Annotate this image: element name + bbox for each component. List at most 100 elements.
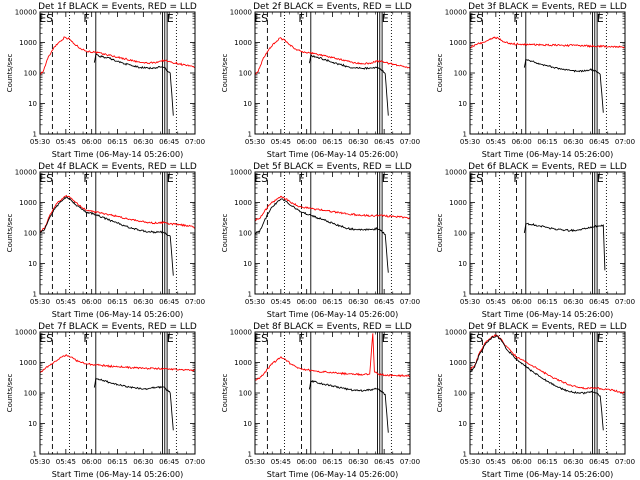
panel-9: Det 9f BLACK = Events, RED = LLD Counts/s… xyxy=(436,322,635,479)
plot-frame xyxy=(254,11,411,135)
x-axis-label: Start Time (06-May-14 05:26:00) xyxy=(52,470,183,479)
y-axis-label: Counts/sec xyxy=(6,54,14,93)
x-tick-label: 05:30 xyxy=(460,138,480,146)
phase-marker: F xyxy=(83,172,89,185)
phase-marker: E xyxy=(382,332,389,345)
x-tick-label: 06:15 xyxy=(107,298,127,306)
x-tick-label: 06:45 xyxy=(159,138,179,146)
y-tick-label: 1000 xyxy=(234,39,252,47)
series-line xyxy=(523,58,604,113)
panel-1: Det 1f BLACK = Events, RED = LLD Counts/s… xyxy=(6,2,205,159)
x-tick-label: 06:30 xyxy=(133,298,153,306)
x-axis-label: Start Time (06-May-14 05:26:00) xyxy=(267,470,398,479)
x-tick-label: 06:15 xyxy=(322,458,342,466)
x-tick-label: 06:15 xyxy=(537,298,557,306)
phase-marker: E xyxy=(167,172,174,185)
y-tick-label: 10 xyxy=(28,260,37,268)
series-line xyxy=(469,334,626,395)
x-tick-label: 06:30 xyxy=(348,458,368,466)
series-line xyxy=(254,195,411,222)
y-tick-label: 100 xyxy=(239,70,252,78)
y-tick-label: 1000 xyxy=(19,199,37,207)
y-tick-label: 1000 xyxy=(19,359,37,367)
y-tick-label: 1 xyxy=(33,131,37,139)
y-tick-label: 10 xyxy=(28,100,37,108)
y-axis-label: Counts/sec xyxy=(6,374,14,413)
plot-frame xyxy=(39,171,196,295)
plot-frame xyxy=(39,11,196,135)
x-tick-label: 06:30 xyxy=(133,458,153,466)
series-line xyxy=(39,196,174,276)
phase-marker: F xyxy=(298,12,304,25)
x-axis-label: Start Time (06-May-14 05:26:00) xyxy=(267,310,398,319)
phase-marker: ES xyxy=(39,172,53,185)
x-tick-label: 06:30 xyxy=(348,298,368,306)
phase-marker: E xyxy=(597,332,604,345)
y-tick-label: 100 xyxy=(24,70,37,78)
x-tick-label: 07:00 xyxy=(400,298,420,306)
x-tick-label: 05:30 xyxy=(245,458,265,466)
y-axis-label: Counts/sec xyxy=(6,214,14,253)
x-tick-label: 06:45 xyxy=(589,458,609,466)
x-tick-label: 06:00 xyxy=(297,298,317,306)
y-tick-label: 10000 xyxy=(15,169,37,177)
x-tick-label: 05:45 xyxy=(56,458,76,466)
x-axis-label: Start Time (06-May-14 05:26:00) xyxy=(52,310,183,319)
plot-frame xyxy=(469,171,626,295)
x-tick-label: 07:00 xyxy=(185,458,205,466)
x-tick-label: 06:45 xyxy=(374,458,394,466)
phase-marker: F xyxy=(513,172,519,185)
x-tick-label: 07:00 xyxy=(615,138,635,146)
y-tick-label: 10 xyxy=(458,260,467,268)
x-tick-label: 06:00 xyxy=(512,298,532,306)
series-line xyxy=(308,54,389,116)
x-tick-label: 05:30 xyxy=(245,298,265,306)
phase-marker: ES xyxy=(469,172,483,185)
x-tick-label: 06:30 xyxy=(348,138,368,146)
y-tick-label: 1000 xyxy=(449,39,467,47)
y-tick-label: 100 xyxy=(454,390,467,398)
panel-title: Det 1f BLACK = Events, RED = LLD xyxy=(38,2,197,12)
x-tick-label: 05:45 xyxy=(486,458,506,466)
y-axis-label: Counts/sec xyxy=(221,54,229,93)
y-tick-label: 1000 xyxy=(234,359,252,367)
x-tick-label: 06:30 xyxy=(563,298,583,306)
series-line xyxy=(93,377,174,431)
plot-frame xyxy=(254,171,411,295)
y-tick-label: 100 xyxy=(239,390,252,398)
y-tick-label: 1 xyxy=(248,291,252,299)
x-tick-label: 06:45 xyxy=(589,298,609,306)
panel-grid: Det 1f BLACK = Events, RED = LLD Counts/s… xyxy=(6,2,635,479)
x-tick-label: 06:30 xyxy=(133,138,153,146)
y-tick-label: 10 xyxy=(243,100,252,108)
y-tick-label: 100 xyxy=(239,230,252,238)
x-tick-label: 05:45 xyxy=(56,298,76,306)
series-line xyxy=(254,37,411,75)
panel-6: Det 6f BLACK = Events, RED = LLD Counts/s… xyxy=(436,162,635,319)
x-tick-label: 06:30 xyxy=(563,138,583,146)
panel-5: Det 5f BLACK = Events, RED = LLD Counts/s… xyxy=(221,162,420,319)
x-tick-label: 05:45 xyxy=(271,298,291,306)
y-tick-label: 10 xyxy=(28,420,37,428)
series-line xyxy=(39,36,196,75)
series-line xyxy=(523,222,606,271)
series-line xyxy=(39,354,196,373)
series-line xyxy=(254,198,389,273)
x-tick-label: 06:15 xyxy=(322,138,342,146)
y-tick-label: 1 xyxy=(248,451,252,459)
y-tick-label: 1000 xyxy=(449,359,467,367)
panel-title: Det 4f BLACK = Events, RED = LLD xyxy=(38,162,197,172)
plot-frame xyxy=(254,331,411,455)
plot-frame xyxy=(39,331,196,455)
series-line xyxy=(39,194,196,232)
x-tick-label: 06:00 xyxy=(512,138,532,146)
y-tick-label: 10 xyxy=(458,420,467,428)
panel-7: Det 7f BLACK = Events, RED = LLD Counts/s… xyxy=(6,322,205,479)
series-line xyxy=(469,335,604,431)
y-tick-label: 1 xyxy=(33,451,37,459)
x-tick-label: 06:45 xyxy=(159,458,179,466)
y-tick-label: 10000 xyxy=(445,9,467,17)
x-tick-label: 05:45 xyxy=(486,138,506,146)
series-line xyxy=(469,36,626,49)
